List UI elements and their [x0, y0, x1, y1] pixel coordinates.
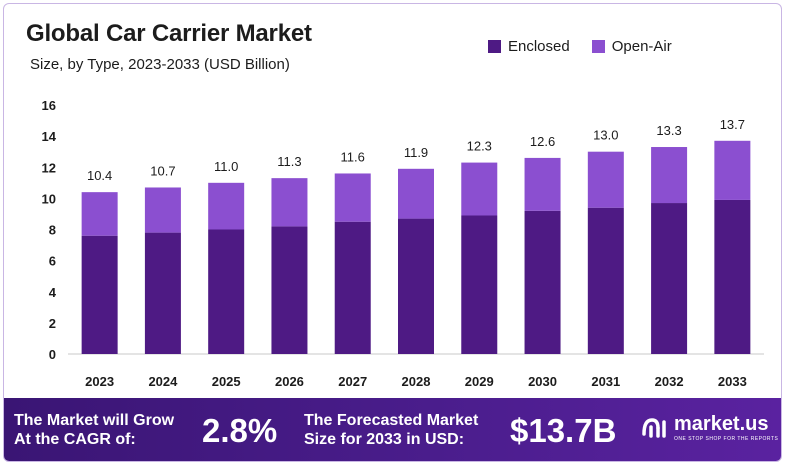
bar-enclosed-2023 — [81, 235, 118, 354]
bar-open-air-2033 — [714, 140, 751, 200]
brand-tagline: ONE STOP SHOP FOR THE REPORTS — [674, 436, 779, 442]
y-tick-label: 10 — [42, 191, 56, 206]
brand-logo[interactable]: market.us ONE STOP SHOP FOR THE REPORTS — [640, 414, 778, 442]
bar-enclosed-2029 — [461, 215, 498, 354]
cagr-label: The Market will Grow At the CAGR of: — [14, 412, 175, 448]
bar-open-air-2032 — [651, 147, 688, 204]
market-us-logo-icon — [642, 418, 666, 438]
legend-label-open-air: Open-Air — [611, 38, 672, 55]
bar-open-air-2031 — [587, 151, 624, 208]
x-tick-label-2027: 2027 — [338, 374, 367, 389]
bar-chart: 0 2 4 6 8 10 12 14 16 10.4 2023 10.7 2024 11.0 2025 11.… — [42, 98, 764, 389]
y-tick-label: 4 — [49, 285, 57, 300]
bar-open-air-2023 — [81, 192, 118, 236]
bar-open-air-2028 — [398, 168, 434, 219]
total-label-2027: 11.6 — [341, 149, 365, 164]
bar-enclosed-2025 — [208, 229, 245, 354]
bar-enclosed-2027 — [334, 221, 371, 354]
bar-enclosed-2030 — [524, 210, 561, 354]
y-tick-label: 6 — [49, 254, 56, 269]
legend-swatch-enclosed — [488, 40, 501, 53]
x-tick-label-2028: 2028 — [402, 374, 431, 389]
bar-enclosed-2031 — [587, 207, 624, 354]
bar-enclosed-2026 — [271, 226, 308, 354]
x-tick-label-2033: 2033 — [718, 374, 747, 389]
y-tick-label: 8 — [49, 223, 56, 238]
chart-subtitle: Size, by Type, 2023-2033 (USD Billion) — [30, 56, 290, 73]
legend-swatch-open-air — [591, 40, 605, 53]
total-label-2032: 13.3 — [656, 123, 681, 138]
x-tick-label-2030: 2030 — [528, 374, 557, 389]
y-tick-label: 16 — [42, 98, 56, 113]
x-tick-label-2032: 2032 — [655, 374, 684, 389]
bar-open-air-2024 — [144, 187, 181, 233]
brand-name: market.us — [674, 413, 769, 435]
footer-banner: The Market will Grow At the CAGR of: 2.8… — [4, 398, 781, 461]
bar-open-air-2027 — [334, 173, 371, 222]
total-label-2025: 11.0 — [214, 159, 238, 174]
bar-open-air-2029 — [461, 162, 498, 216]
y-tick-label: 14 — [42, 129, 57, 144]
bar-enclosed-2024 — [144, 232, 181, 354]
total-label-2029: 12.3 — [467, 139, 492, 154]
total-label-2031: 13.0 — [593, 128, 618, 143]
legend-item-open-air: Open-Air — [591, 38, 672, 55]
bar-enclosed-2032 — [651, 203, 688, 354]
bar-open-air-2030 — [524, 157, 561, 211]
bar-enclosed-2028 — [398, 218, 434, 354]
x-tick-label-2029: 2029 — [465, 374, 494, 389]
y-tick-label: 0 — [49, 347, 56, 362]
chart-card: Global Car Carrier Market Size, by Type,… — [3, 3, 782, 462]
total-label-2023: 10.4 — [87, 168, 112, 183]
legend: Enclosed Open-Air — [488, 38, 672, 55]
chart-title: Global Car Carrier Market — [26, 20, 312, 47]
total-label-2033: 13.7 — [720, 117, 745, 132]
forecast-value: $13.7B — [510, 412, 617, 449]
x-tick-label-2026: 2026 — [275, 374, 304, 389]
x-tick-label-2024: 2024 — [148, 374, 178, 389]
legend-item-enclosed: Enclosed — [488, 38, 570, 55]
total-label-2028: 11.9 — [404, 145, 428, 160]
bar-enclosed-2033 — [714, 199, 751, 354]
x-tick-label-2031: 2031 — [591, 374, 620, 389]
legend-label-enclosed: Enclosed — [508, 38, 570, 55]
bar-open-air-2025 — [208, 182, 245, 230]
x-tick-label-2023: 2023 — [85, 374, 114, 389]
cagr-value: 2.8% — [202, 412, 278, 449]
total-label-2026: 11.3 — [277, 154, 301, 169]
y-tick-label: 2 — [49, 316, 56, 331]
forecast-label: The Forecasted Market Size for 2033 in U… — [304, 412, 479, 448]
bar-open-air-2026 — [271, 178, 308, 227]
x-tick-label-2025: 2025 — [212, 374, 241, 389]
total-label-2024: 10.7 — [150, 163, 175, 178]
y-tick-label: 12 — [42, 160, 56, 175]
total-label-2030: 12.6 — [530, 134, 555, 149]
